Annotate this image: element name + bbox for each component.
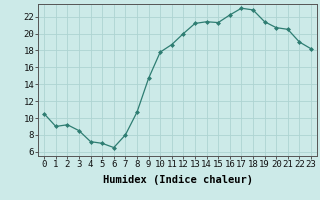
- X-axis label: Humidex (Indice chaleur): Humidex (Indice chaleur): [103, 175, 252, 185]
